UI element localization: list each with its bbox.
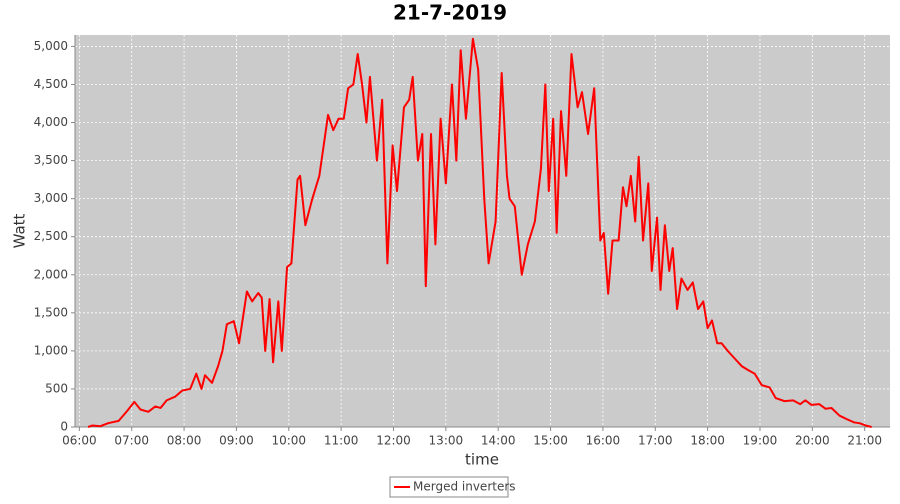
x-tick-label: 21:00 xyxy=(847,434,882,448)
x-tick-label: 12:00 xyxy=(376,434,411,448)
legend-box xyxy=(389,476,509,498)
x-tick-label: 20:00 xyxy=(795,434,830,448)
y-tick-label: 5,000 xyxy=(34,39,68,53)
y-tick-label: 1,000 xyxy=(34,343,68,357)
y-tick-label: 4,000 xyxy=(34,115,68,129)
x-tick-label: 06:00 xyxy=(62,434,97,448)
x-tick-label: 18:00 xyxy=(690,434,725,448)
x-tick-label: 13:00 xyxy=(429,434,464,448)
y-tick-label: 1,500 xyxy=(34,305,68,319)
x-axis-title: time xyxy=(465,451,499,469)
y-axis-title: Watt xyxy=(11,213,29,248)
x-tick-label: 09:00 xyxy=(219,434,254,448)
legend: Merged inverters xyxy=(389,476,516,498)
x-tick-label: 07:00 xyxy=(114,434,149,448)
x-tick-label: 19:00 xyxy=(743,434,778,448)
chart-title: 21-7-2019 xyxy=(393,1,507,25)
x-tick-label: 16:00 xyxy=(586,434,621,448)
y-tick-label: 4,500 xyxy=(34,77,68,91)
plot-area xyxy=(75,35,890,427)
x-tick-label: 17:00 xyxy=(638,434,673,448)
y-tick-label: 3,000 xyxy=(34,191,68,205)
y-tick-label: 0 xyxy=(60,420,68,434)
y-tick-label: 3,500 xyxy=(34,153,68,167)
x-tick-label: 15:00 xyxy=(533,434,568,448)
x-tick-label: 11:00 xyxy=(324,434,359,448)
x-tick-label: 14:00 xyxy=(481,434,516,448)
y-tick-label: 500 xyxy=(45,381,68,395)
y-tick-label: 2,500 xyxy=(34,229,68,243)
x-tick-label: 08:00 xyxy=(167,434,202,448)
x-tick-label: 10:00 xyxy=(271,434,306,448)
y-tick-label: 2,000 xyxy=(34,267,68,281)
data-line xyxy=(87,37,872,428)
legend-label: Merged inverters xyxy=(413,480,516,494)
